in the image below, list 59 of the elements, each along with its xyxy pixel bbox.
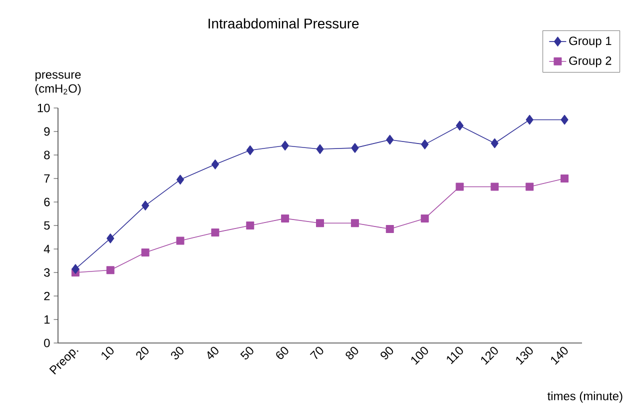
x-tick-label: 100 bbox=[411, 346, 428, 365]
y-tick-label: 4 bbox=[44, 244, 50, 254]
x-tick-label: 80 bbox=[346, 346, 358, 360]
x-tick-label: 30 bbox=[171, 346, 184, 360]
y-tick-label: 3 bbox=[44, 268, 50, 277]
point bbox=[246, 222, 254, 230]
point bbox=[560, 114, 568, 125]
point bbox=[141, 248, 150, 257]
y-tick-label: 2 bbox=[44, 292, 50, 300]
y-tick-label: 10 bbox=[38, 104, 50, 112]
x-tick-label: 50 bbox=[240, 346, 254, 360]
y-tick-label: 8 bbox=[44, 150, 50, 160]
x-tick-label: 90 bbox=[380, 346, 394, 360]
point bbox=[351, 143, 359, 153]
y-tick-label: 7 bbox=[44, 174, 50, 183]
y-tick-label: 6 bbox=[44, 198, 50, 206]
point bbox=[386, 134, 394, 145]
x-tick-label: 130 bbox=[516, 346, 533, 365]
x-tick-label: 60 bbox=[276, 346, 288, 360]
y-tick-label: 5 bbox=[44, 221, 50, 230]
point bbox=[386, 225, 394, 234]
point bbox=[490, 138, 498, 148]
x-tick-label: 10 bbox=[102, 346, 114, 360]
point bbox=[350, 219, 359, 228]
y-tick-label: 9 bbox=[44, 127, 50, 136]
y-tick-label: 0 bbox=[44, 338, 50, 348]
point bbox=[142, 200, 150, 210]
legend-label: Group 1 bbox=[569, 36, 612, 48]
x-tick-label: 120 bbox=[481, 346, 498, 365]
x-tick-label: 40 bbox=[208, 346, 218, 360]
y-axis-title: pressure (cmH$_{2}$O) bbox=[35, 72, 81, 96]
x-tick-label: 110 bbox=[446, 346, 463, 364]
point bbox=[456, 120, 464, 131]
point bbox=[560, 174, 569, 182]
x-tick-label: 70 bbox=[310, 346, 324, 360]
point bbox=[281, 214, 290, 222]
point bbox=[176, 174, 184, 185]
point bbox=[246, 145, 254, 156]
point bbox=[526, 182, 534, 191]
y-tick-label: 1 bbox=[44, 315, 50, 324]
chart-title: Intraabdominal Pressure bbox=[208, 18, 359, 29]
point bbox=[490, 182, 499, 191]
point bbox=[211, 160, 219, 170]
point bbox=[176, 236, 184, 245]
legend-label: Group 2 bbox=[569, 56, 612, 68]
point bbox=[106, 234, 114, 244]
x-axis-title: times (minute) bbox=[547, 392, 622, 403]
point bbox=[72, 264, 80, 274]
point bbox=[316, 219, 324, 228]
x-tick-label: 20 bbox=[136, 346, 149, 360]
point bbox=[456, 182, 464, 191]
x-tick-label: 140 bbox=[551, 346, 568, 365]
point bbox=[281, 140, 289, 150]
point bbox=[420, 214, 429, 222]
point bbox=[526, 114, 534, 125]
point bbox=[106, 266, 114, 274]
point bbox=[421, 140, 429, 150]
point bbox=[316, 144, 324, 154]
point bbox=[211, 228, 220, 237]
